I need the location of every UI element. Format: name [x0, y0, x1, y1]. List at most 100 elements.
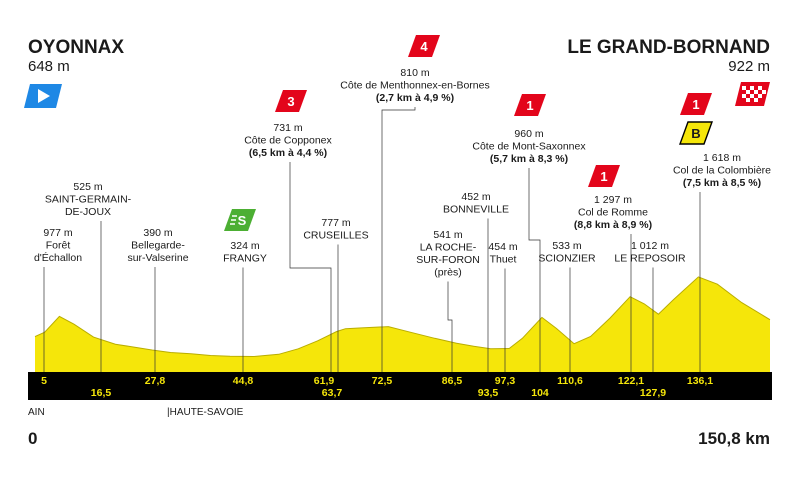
waypoint-saint-germain-de-joux-line-2: DE-JOUX: [65, 206, 111, 218]
km-marker-6: 72,5: [372, 375, 393, 387]
km-marker-11: 110,6: [557, 375, 583, 387]
waypoint-cote-de-mont-saxonnex-detail: (5,7 km à 8,3 %): [490, 153, 568, 165]
km-marker-7: 86,5: [442, 375, 463, 387]
climb-cat-3-label: 3: [287, 94, 294, 109]
start-city: OYONNAX: [28, 37, 124, 58]
distance-total: 150,8 km: [698, 429, 770, 448]
waypoint-foret-dechallon-line-1: Forêt: [46, 240, 71, 252]
waypoint-frangy-line-0: 324 m: [230, 240, 259, 252]
finish-city: LE GRAND-BORNAND: [567, 37, 770, 58]
climb-cat-3-badge: 3: [275, 90, 307, 112]
waypoint-bellegarde-line-2: sur-Valserine: [127, 252, 188, 264]
km-marker-14: 136,1: [687, 375, 713, 387]
waypoint-cruseilles-line-1: CRUSEILLES: [303, 230, 368, 242]
waypoint-la-roche-sur-foron-line-3: (près): [434, 267, 461, 279]
km-marker-9: 97,3: [495, 375, 516, 387]
region-right: |HAUTE-SAVOIE: [167, 407, 244, 418]
km-marker-3: 44,8: [233, 375, 254, 387]
climb-cat-1-romme-label: 1: [600, 169, 607, 184]
km-marker-5: 63,7: [322, 387, 343, 399]
finish-flag-icon: [735, 82, 770, 106]
bonus-sprint-badge: B: [679, 121, 713, 145]
waypoint-la-roche-sur-foron-line-1: LA ROCHE-: [420, 242, 477, 254]
waypoint-thuet-line-0: 454 m: [488, 241, 517, 253]
waypoint-cote-de-mont-saxonnex-line-0: 960 m: [514, 128, 543, 140]
climb-cat-1-colombiere-label: 1: [692, 97, 699, 112]
climb-cat-1-colombiere-badge: 1: [680, 93, 712, 115]
waypoint-col-de-la-colombiere-line-1: Col de la Colombière: [673, 165, 771, 177]
waypoint-bonneville-line-1: BONNEVILLE: [443, 204, 509, 216]
start-flag-icon: [24, 84, 62, 108]
badges-layer: 3 4 1 1 1 B S: [224, 35, 713, 231]
km-markers: 5 16,5 27,8 44,8 61,963,7 72,5 86,5 93,597,3 104…: [41, 375, 713, 399]
waypoint-le-reposoir: 1 012 mLE REPOSOIR: [614, 240, 686, 265]
waypoint-bellegarde-line-1: Bellegarde-: [131, 240, 185, 252]
region-left: AIN: [28, 407, 45, 418]
waypoint-cote-de-mont-saxonnex-line-1: Côte de Mont-Saxonnex: [472, 141, 586, 153]
waypoint-foret-dechallon-line-2: d'Échallon: [34, 251, 82, 264]
waypoint-scionzier-line-0: 533 m: [552, 240, 581, 252]
finish-altitude: 922 m: [728, 58, 770, 75]
waypoint-thuet-line-1: Thuet: [490, 254, 517, 266]
waypoint-cruseilles-line-0: 777 m: [321, 217, 350, 229]
waypoint-la-roche-sur-foron: 541 mLA ROCHE-SUR-FORON(près): [416, 229, 480, 279]
climb-cat-1-romme-badge: 1: [588, 165, 620, 187]
elevation-profile-area: [35, 276, 770, 372]
elevation-profile-line: [34, 276, 771, 358]
waypoint-saint-germain-de-joux-line-0: 525 m: [73, 181, 102, 193]
climb-cat-1-saxonnex-label: 1: [526, 98, 533, 113]
waypoint-cote-de-copponex-line-0: 731 m: [273, 122, 302, 134]
km-marker-1: 16,5: [91, 387, 112, 399]
km-marker-13: 127,9: [640, 387, 666, 399]
bonus-sprint-label: B: [691, 126, 700, 141]
leader-cote-de-menthonnex: [381, 107, 416, 372]
waypoint-bonneville-line-0: 452 m: [461, 191, 490, 203]
waypoint-cote-de-copponex-line-1: Côte de Copponex: [244, 135, 332, 147]
distance-start: 0: [28, 429, 37, 448]
waypoint-col-de-la-colombiere-detail: (7,5 km à 8,5 %): [683, 177, 761, 189]
waypoint-foret-dechallon-line-0: 977 m: [43, 227, 72, 239]
intermediate-sprint-label: S: [238, 213, 247, 228]
leader-la-roche-sur-foron: [447, 281, 453, 372]
start-altitude: 648 m: [28, 58, 70, 75]
waypoint-cote-de-menthonnex-detail: (2,7 km à 4,9 %): [376, 92, 454, 104]
km-marker-12: 122,1: [618, 375, 644, 387]
waypoint-bellegarde-line-0: 390 m: [143, 227, 172, 239]
climb-cat-4-badge: 4: [408, 35, 440, 57]
waypoint-cote-de-menthonnex-line-1: Côte de Menthonnex-en-Bornes: [340, 80, 489, 92]
km-marker-8: 93,5: [478, 387, 499, 399]
intermediate-sprint-badge: S: [224, 209, 256, 231]
leader-cote-de-mont-saxonnex: [528, 168, 541, 372]
climb-cat-1-saxonnex-badge: 1: [514, 94, 546, 116]
km-marker-0: 5: [41, 375, 47, 387]
waypoint-col-de-romme-line-0: 1 297 m: [594, 194, 632, 206]
climb-cat-4-label: 4: [420, 39, 428, 54]
waypoint-saint-germain-de-joux-line-1: SAINT-GERMAIN-: [45, 194, 132, 206]
waypoint-col-de-la-colombiere-line-0: 1 618 m: [703, 152, 741, 164]
waypoint-frangy-line-1: FRANGY: [223, 253, 267, 265]
waypoint-la-roche-sur-foron-line-2: SUR-FORON: [416, 254, 480, 266]
leader-cote-de-copponex: [289, 162, 332, 372]
waypoint-scionzier-line-1: SCIONZIER: [538, 253, 596, 265]
waypoint-cote-de-menthonnex-line-0: 810 m: [400, 67, 429, 79]
km-marker-4: 61,9: [314, 375, 335, 387]
waypoint-col-de-romme-detail: (8,8 km à 8,9 %): [574, 219, 652, 231]
km-marker-10: 104: [531, 387, 549, 399]
waypoint-cote-de-copponex-detail: (6,5 km à 4,4 %): [249, 147, 327, 159]
road-band: [28, 372, 772, 400]
